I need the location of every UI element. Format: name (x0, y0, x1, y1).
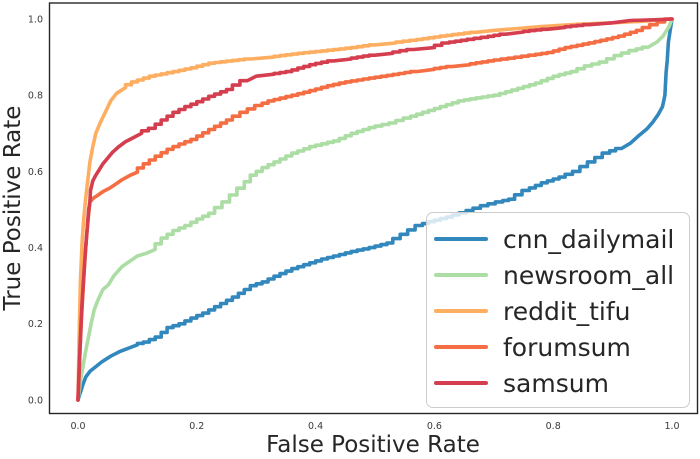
legend-item: cnn_dailymail (434, 221, 689, 257)
y-tick-label: 1.0 (28, 14, 43, 25)
legend-item: reddit_tifu (434, 293, 689, 329)
legend-label: samsum (503, 368, 609, 398)
roc-curves (76, 17, 674, 402)
y-tick-label: 0.4 (28, 243, 43, 254)
legend-label: forumsum (503, 332, 631, 362)
x-tick-label: 0.0 (70, 421, 85, 432)
legend-label: cnn_dailymail (503, 224, 675, 254)
legend-label: reddit_tifu (503, 296, 631, 326)
roc-curve-samsum (76, 17, 674, 402)
legend-line-swatch (434, 309, 488, 313)
x-tick-label: 0.8 (546, 421, 561, 432)
y-tick-label: 0.8 (28, 91, 43, 102)
legend-line-swatch (434, 237, 488, 241)
legend: cnn_dailymail newsroom_all reddit_tifu f… (426, 212, 690, 408)
x-tick-label: 0.2 (189, 421, 204, 432)
y-tick-label: 0.6 (28, 167, 43, 178)
roc-curve-reddit_tifu (76, 17, 674, 402)
roc-curve-newsroom_all (76, 17, 674, 402)
legend-line-swatch (434, 345, 488, 349)
y-axis-tick-labels: 0.0 0.2 0.4 0.6 0.8 1.0 (28, 14, 43, 406)
legend-line-swatch (434, 273, 488, 277)
legend-item: forumsum (434, 329, 689, 365)
axes-frame (48, 2, 699, 415)
x-tick-label: 1.0 (664, 421, 679, 432)
roc-curve-forumsum (76, 17, 674, 402)
legend-line-swatch (434, 381, 488, 385)
y-tick-label: 0.0 (28, 395, 43, 406)
roc-curve-cnn_dailymail (76, 17, 674, 402)
x-tick-label: 0.6 (427, 421, 442, 432)
legend-label: newsroom_all (503, 260, 675, 290)
legend-item: samsum (434, 365, 689, 401)
y-axis-label: True Positive Rate (0, 106, 26, 312)
x-tick-label: 0.4 (308, 421, 323, 432)
legend-item: newsroom_all (434, 257, 689, 293)
y-tick-label: 0.2 (28, 319, 43, 330)
x-axis-tick-labels: 0.0 0.2 0.4 0.6 0.8 1.0 (70, 421, 679, 432)
x-axis-label: False Positive Rate (266, 432, 480, 458)
